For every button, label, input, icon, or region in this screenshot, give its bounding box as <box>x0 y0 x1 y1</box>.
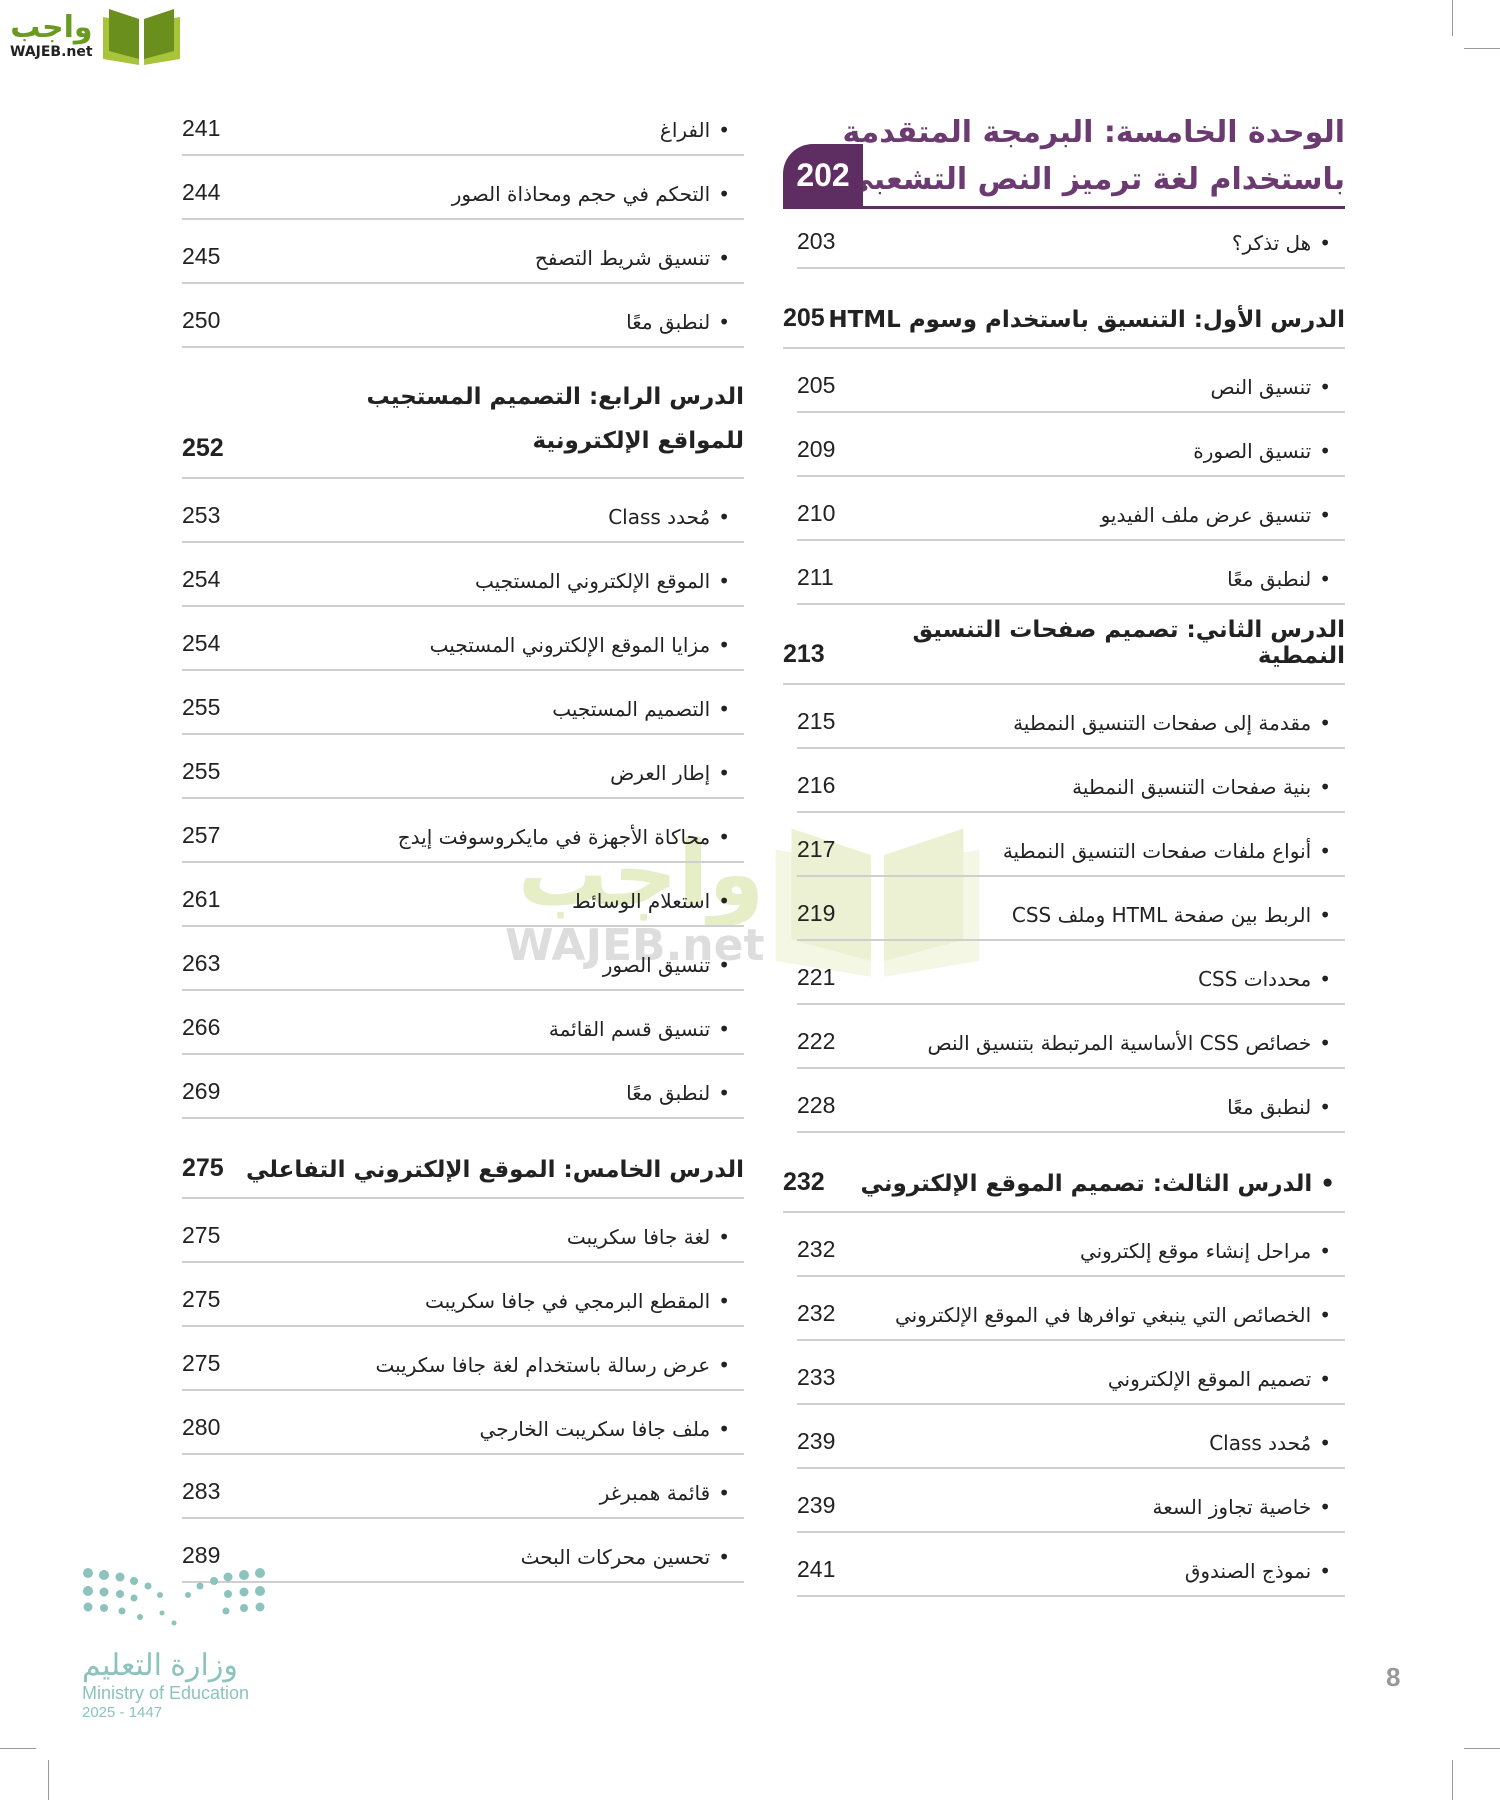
ministry-of-education-logo: وزارة التعليم Ministry of Education 2025… <box>82 1565 267 1721</box>
page-number: 8 <box>1386 1662 1401 1692</box>
continued-items: الفراغ241التحكم في حجم ومحاذاة الصور244ت… <box>182 92 744 348</box>
lesson-heading[interactable]: • الدرس الثالث: تصميم الموقع الإلكتروني 2… <box>783 1133 1345 1213</box>
lesson-4: الدرس الرابع: التصميم المستجيب للمواقع ا… <box>182 348 744 1119</box>
book-icon <box>102 9 180 65</box>
toc-right-column: الوحدة الخامسة: البرمجة المتقدمة باستخدا… <box>783 109 1345 1597</box>
crop-mark <box>1464 48 1500 49</box>
unit-title-block: الوحدة الخامسة: البرمجة المتقدمة باستخدا… <box>783 109 1345 209</box>
lesson-heading[interactable]: الدرس الأول: التنسيق باستخدام وسوم HTML 2… <box>783 269 1345 349</box>
lesson-3: • الدرس الثالث: تصميم الموقع الإلكتروني 2… <box>783 1133 1345 1597</box>
toc-left-column: الفراغ241التحكم في حجم ومحاذاة الصور244ت… <box>182 92 744 1583</box>
unit-title[interactable]: الوحدة الخامسة: البرمجة المتقدمة باستخدا… <box>842 115 1345 197</box>
unit-page-badge[interactable]: 202 <box>783 144 863 206</box>
lesson-heading[interactable]: الدرس الثاني: تصميم صفحات التنسيق النمطي… <box>783 605 1345 685</box>
toc-item[interactable]: خصائص CSS الأساسية المرتبطة بتنسيق النص2… <box>797 1005 1345 1069</box>
book-icon <box>775 828 979 977</box>
crop-mark <box>48 1760 49 1800</box>
crop-mark <box>0 1748 36 1749</box>
crop-mark <box>1452 1760 1453 1800</box>
toc-item[interactable]: هل تذكر؟203 <box>797 209 1345 269</box>
ministry-dots-icon <box>83 1568 265 1626</box>
lesson-2: الدرس الثاني: تصميم صفحات التنسيق النمطي… <box>783 605 1345 1133</box>
crop-mark <box>1464 1748 1500 1749</box>
crop-mark <box>1452 0 1453 36</box>
lesson-5: الدرس الخامس: الموقع الإلكتروني التفاعلي… <box>182 1119 744 1583</box>
wajeb-logo: واجب WAJEB.net <box>10 5 184 67</box>
wajeb-logo-text: واجب WAJEB.net <box>10 10 93 61</box>
toc-item[interactable]: الخصائص التي ينبغي توافرها في الموقع الإ… <box>797 1277 1345 1341</box>
lesson-1: الدرس الأول: التنسيق باستخدام وسوم HTML 2… <box>783 269 1345 605</box>
lesson-heading[interactable]: الدرس الخامس: الموقع الإلكتروني التفاعلي… <box>182 1119 744 1199</box>
lesson-heading[interactable]: الدرس الرابع: التصميم المستجيب للمواقع ا… <box>182 348 744 479</box>
